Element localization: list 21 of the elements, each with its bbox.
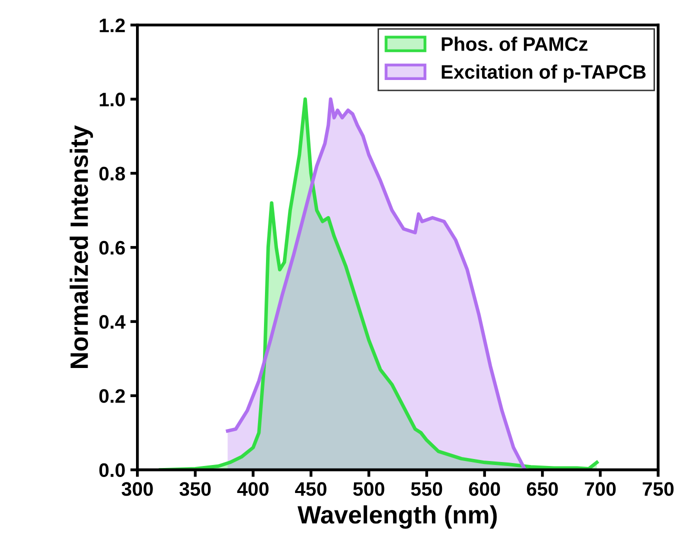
x-tick-label: 450: [295, 482, 326, 496]
x-tick-label: 550: [411, 482, 442, 496]
y-tick-label: 0.8: [99, 166, 125, 181]
x-tick-label: 650: [526, 482, 558, 496]
y-tick-label: 1.0: [100, 92, 125, 106]
x-axis-title: Wavelength (nm): [298, 505, 497, 529]
y-tick-label: 0.0: [99, 463, 125, 478]
y-tick-label: 0.4: [99, 315, 126, 329]
legend-label: Excitation of p-TAPCB: [442, 64, 646, 83]
x-tick-label: 500: [353, 482, 384, 496]
x-tick-label: 300: [122, 482, 153, 496]
x-tick-label: 700: [584, 482, 616, 496]
x-tick-label: 750: [642, 482, 674, 496]
y-tick-label: 0.2: [99, 389, 125, 403]
legend-label: Phos. of PAMCz: [442, 36, 588, 51]
x-tick-label: 350: [179, 482, 211, 496]
x-tick-label: 600: [469, 482, 500, 496]
x-tick-label: 400: [237, 482, 269, 496]
y-tick-label: 1.2: [100, 18, 125, 32]
y-tick-label: 0.6: [99, 240, 125, 255]
y-axis-title: Normalized Intensity: [70, 125, 94, 368]
